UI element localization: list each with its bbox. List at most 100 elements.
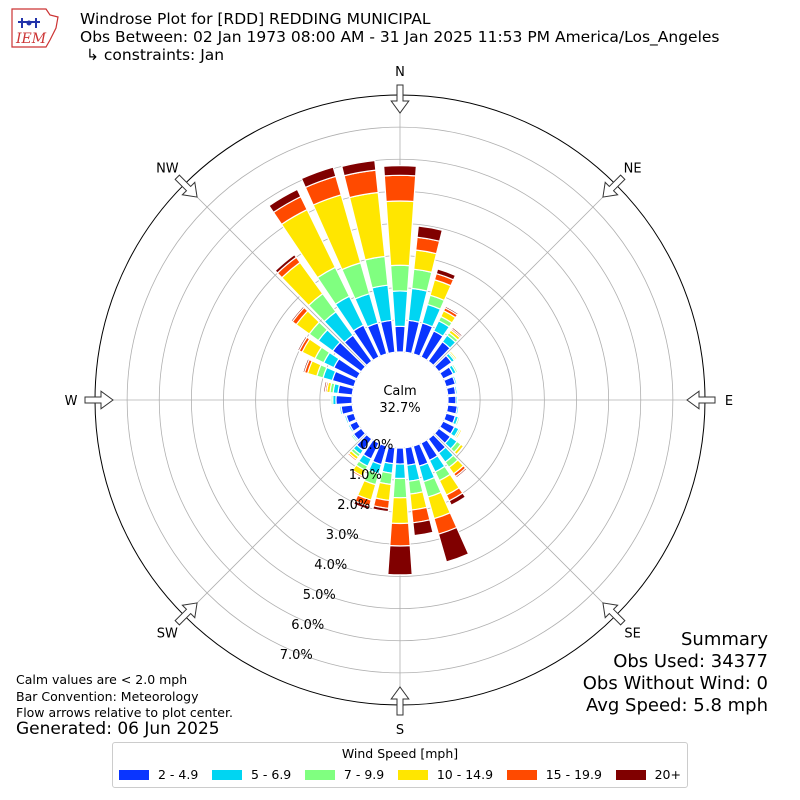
windrose-bar [290, 305, 306, 323]
radial-tick-label: 3.0% [326, 528, 359, 543]
windrose-bar [454, 467, 468, 479]
windrose-bar [383, 165, 417, 177]
windrose-bar [372, 505, 390, 513]
windrose-bar [374, 481, 392, 502]
compass-label: W [65, 394, 78, 409]
flow-arrow-icon [602, 602, 626, 626]
legend-entry: 2 - 4.9 [119, 767, 198, 782]
legend-swatch [397, 769, 428, 780]
legend-entry: 15 - 19.9 [506, 767, 602, 782]
grid-spoke [433, 433, 616, 616]
legend-swatch [119, 769, 149, 780]
windrose-bar [390, 496, 410, 525]
grid-spoke [184, 184, 367, 367]
windrose-bar [274, 253, 298, 274]
summary-obs-without-wind: Obs Without Wind: 0 [582, 673, 768, 694]
legend-swatch [615, 769, 646, 780]
windrose-bar [296, 335, 308, 352]
windrose-bar [302, 358, 310, 374]
windrose-bar [346, 452, 358, 462]
legend-label: 20+ [654, 767, 681, 782]
windrose-bar [416, 225, 444, 242]
compass-label: S [396, 723, 404, 738]
calm-definition: Calm values are < 2.0 mph [16, 672, 188, 687]
flow-arrow-icon [174, 602, 198, 626]
legend-items: 2 - 4.9 5 - 6.9 7 - 9.9 10 - 14.9 15 - 19.9 2… [119, 767, 681, 782]
legend-label: 15 - 19.9 [545, 767, 602, 782]
windrose-bar [389, 264, 411, 292]
radial-tick-label: 6.0% [291, 618, 324, 633]
calm-value: 32.7% [379, 401, 420, 416]
windrose-bar [392, 477, 408, 499]
bar-convention: Bar Convention: Meteorology [16, 689, 199, 704]
legend-entry: 7 - 9.9 [304, 767, 385, 782]
windrose-bar [341, 159, 377, 177]
windrose-bar [300, 166, 337, 189]
windrose-bar [455, 405, 460, 416]
windrose-bar [444, 305, 460, 316]
legend-swatch [506, 769, 537, 780]
windrose-bar [347, 423, 355, 434]
radial-tick-label: 5.0% [303, 588, 336, 603]
windrose-bar [437, 526, 470, 563]
windrose-bar [385, 200, 415, 267]
radial-tick-label: 0.0% [360, 438, 393, 453]
radial-tick-label: 4.0% [314, 558, 347, 573]
windrose-bar [335, 394, 353, 406]
windrose-bar [389, 522, 411, 547]
windrose-bar [406, 462, 421, 482]
radial-tick-label: 2.0% [337, 498, 370, 513]
flow-arrow-icon [390, 84, 410, 114]
obs-period: Obs Between: 02 Jan 1973 08:00 AM - 31 J… [80, 28, 720, 46]
windrose-bar [343, 414, 350, 425]
flow-note: Flow arrows relative to plot center. [16, 705, 233, 720]
compass-label: NW [156, 161, 179, 176]
calm-label: Calm [383, 384, 416, 399]
legend-entry: 5 - 6.9 [211, 767, 292, 782]
windrose-bar [391, 290, 409, 328]
windrose-bar [447, 395, 457, 405]
flow-arrow-icon [84, 390, 114, 410]
grid-ring [351, 351, 449, 449]
windrose-bar [352, 500, 371, 511]
constraints-note: ↳ constraints: Jan [86, 46, 225, 64]
grid-spoke [433, 184, 616, 367]
windrose-bar [338, 405, 344, 416]
windrose-bar [453, 385, 458, 395]
flow-arrow-icon [686, 390, 716, 410]
iem-logo: IEM [11, 8, 59, 48]
windrose-bar [455, 395, 459, 405]
summary-avg-speed: Avg Speed: 5.8 mph [586, 695, 768, 716]
legend-swatch [211, 769, 242, 780]
compass-label: SW [157, 627, 178, 642]
grid-spoke [184, 433, 367, 616]
windrose-bar [448, 350, 458, 361]
windrose-bar [349, 433, 359, 444]
logo-text: IEM [15, 31, 47, 47]
windrose-bar [454, 428, 463, 440]
windrose-bar [350, 469, 364, 479]
windrose-bar [450, 326, 464, 338]
legend-swatch [304, 769, 335, 780]
windrose-bar [364, 255, 389, 289]
windrose-bar [394, 325, 406, 353]
windrose-bar [448, 492, 467, 507]
radial-tick-label: 7.0% [280, 648, 313, 663]
windrose-bar [450, 363, 459, 374]
compass-label: E [725, 394, 733, 409]
windrose-bar [340, 404, 355, 416]
windrose-bar [435, 268, 457, 281]
windrose-bar [409, 491, 428, 511]
generated-date: Generated: 06 Jun 2025 [16, 719, 220, 739]
windrose-bar [322, 380, 328, 393]
legend-label: 7 - 9.9 [343, 767, 385, 782]
windrose-bar [268, 188, 302, 214]
legend-label: 5 - 6.9 [250, 767, 292, 782]
windrose-bar [454, 416, 461, 427]
flow-arrow-icon [174, 174, 198, 198]
windrose-bar [412, 519, 434, 537]
windrose-bar [453, 443, 465, 456]
legend-entry: 20+ [615, 767, 681, 782]
